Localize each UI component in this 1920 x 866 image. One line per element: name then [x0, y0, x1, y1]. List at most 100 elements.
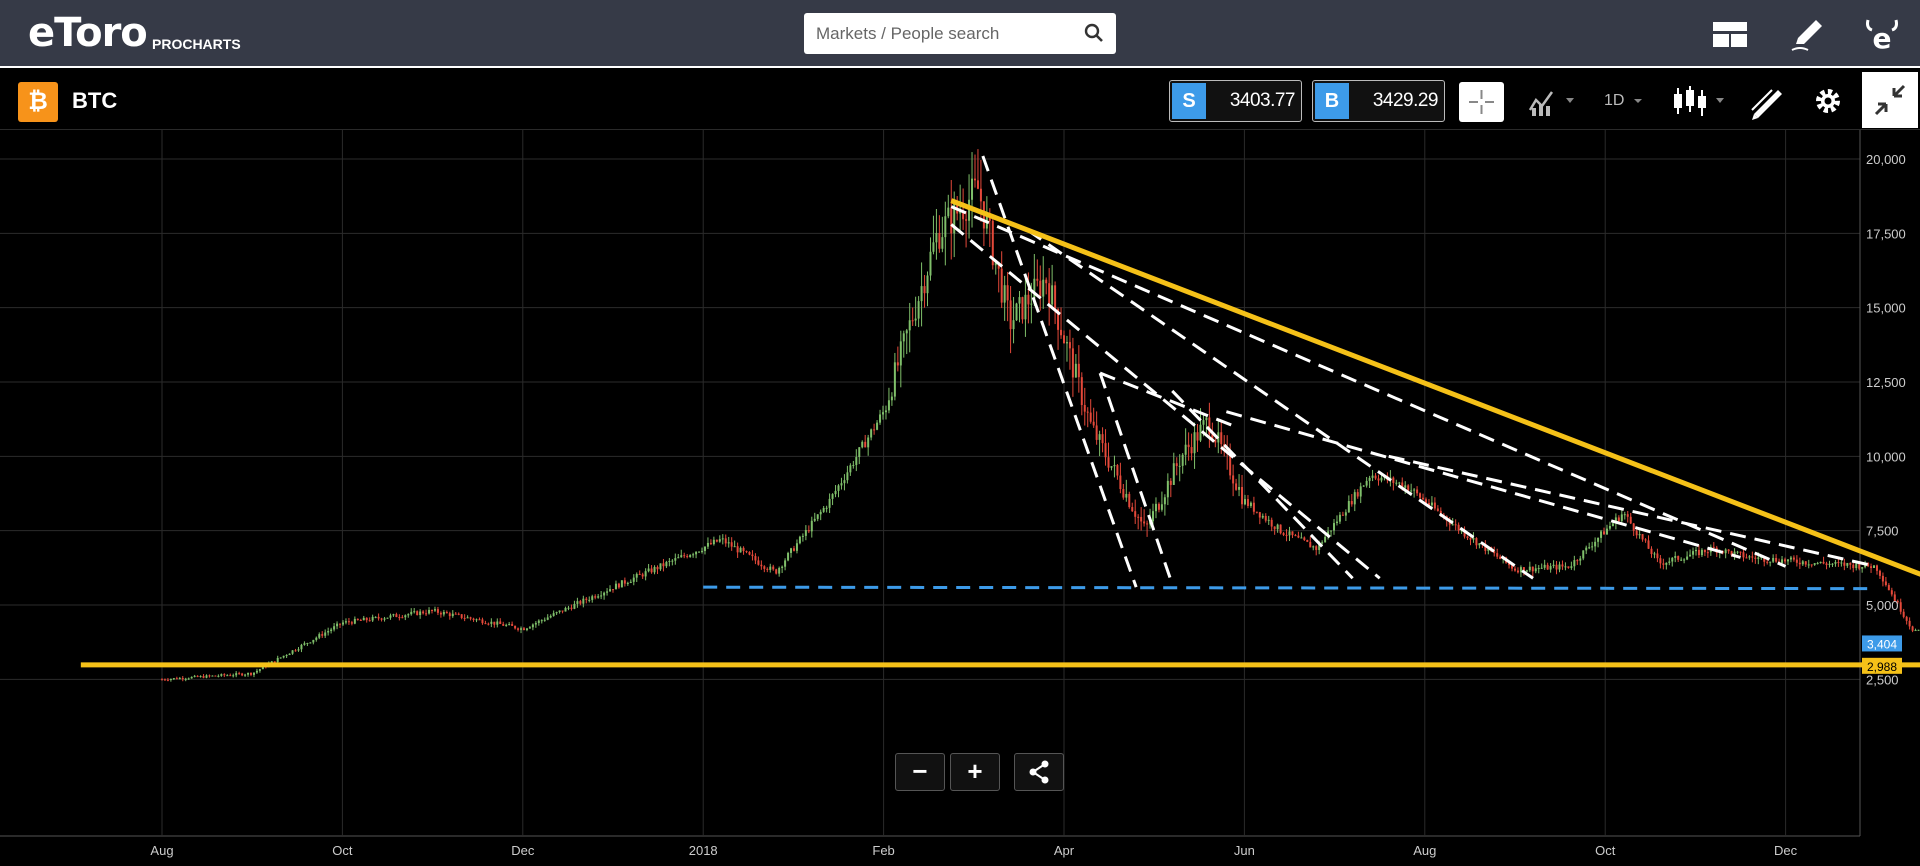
search-box[interactable] — [804, 13, 1116, 54]
candle — [594, 594, 597, 600]
candle-body — [1614, 517, 1617, 524]
share-button[interactable] — [1014, 753, 1064, 791]
last-price-marker: 3,404 — [1862, 635, 1902, 652]
etoro-profile-icon[interactable]: e — [1862, 14, 1902, 54]
candle-body — [656, 566, 659, 570]
candle — [336, 621, 339, 630]
candle-body — [902, 333, 905, 342]
buy-price-button[interactable]: B 3429.29 — [1312, 80, 1445, 122]
candle — [603, 591, 606, 600]
candle-body — [772, 566, 775, 570]
candle-body — [576, 601, 579, 604]
candle — [1341, 511, 1344, 516]
y-tick-label: 10,000 — [1866, 449, 1906, 464]
collapse-button[interactable] — [1862, 72, 1918, 128]
etoro-logo[interactable]: eToro — [28, 10, 148, 56]
candle — [813, 512, 816, 523]
price-chart[interactable]: AugOctDec2018FebAprJunAugOctDec2019Feb 2… — [0, 130, 1920, 866]
candle — [790, 547, 793, 558]
candle — [1060, 307, 1063, 339]
candle — [1484, 540, 1487, 555]
timeframe-label: 1D — [1604, 92, 1625, 109]
drawing-icon[interactable] — [1748, 80, 1788, 122]
candle-body — [570, 607, 573, 609]
candle — [834, 485, 837, 498]
timeframe-dropdown[interactable]: 1D — [1604, 80, 1650, 122]
candle-body — [193, 675, 196, 677]
candle-body — [1036, 278, 1039, 281]
candle-body — [1057, 309, 1060, 330]
candle-body — [1576, 560, 1579, 562]
candle — [1309, 536, 1312, 548]
candle — [1163, 494, 1166, 516]
candle — [668, 558, 671, 567]
search-input[interactable] — [816, 13, 1076, 54]
indicators-icon[interactable] — [1526, 80, 1578, 122]
candle-body — [1027, 294, 1030, 305]
y-tick-label: 2,500 — [1866, 672, 1899, 687]
y-tick-label: 5,000 — [1866, 598, 1899, 613]
candle-body — [377, 616, 380, 619]
candle-body — [1433, 502, 1436, 509]
candle — [597, 593, 600, 599]
zoom-in-button[interactable]: + — [950, 753, 1000, 791]
candle — [1516, 567, 1519, 574]
candle — [1131, 502, 1134, 513]
candlestick-icon[interactable] — [1670, 80, 1730, 122]
candle-body — [1000, 268, 1003, 303]
candle-body — [1674, 556, 1677, 558]
candle-body — [1878, 570, 1881, 576]
pencil-icon[interactable] — [1788, 14, 1828, 54]
candle-body — [890, 396, 893, 401]
candle — [1769, 561, 1772, 567]
crosshair-button[interactable] — [1459, 82, 1504, 122]
candle-body — [294, 650, 297, 652]
sell-price-button[interactable]: S 3403.77 — [1169, 80, 1302, 122]
candle — [994, 262, 997, 275]
candle-body — [1181, 454, 1184, 466]
candle-body — [1469, 538, 1472, 540]
gear-icon[interactable] — [1808, 80, 1848, 122]
candle-body — [852, 464, 855, 466]
candle-body — [398, 617, 401, 619]
candle-body — [1656, 553, 1659, 559]
candle-body — [843, 480, 846, 484]
candle-body — [1564, 566, 1567, 568]
candle — [1024, 275, 1027, 337]
candle — [911, 307, 914, 326]
candle — [1692, 547, 1695, 559]
collapse-icon — [1874, 84, 1906, 116]
candle-body — [1840, 562, 1843, 564]
candle-body — [514, 625, 517, 629]
candle-body — [1451, 524, 1454, 526]
candle — [576, 597, 579, 608]
candle-body — [941, 237, 944, 249]
candle-body — [1751, 556, 1754, 558]
candle-body — [718, 539, 721, 542]
candle — [1724, 548, 1727, 559]
candle-body — [549, 615, 552, 618]
candle — [1875, 564, 1878, 575]
candle — [1285, 529, 1288, 542]
search-icon[interactable] — [1084, 23, 1104, 43]
candle-body — [976, 180, 979, 189]
candle-body — [1466, 536, 1469, 539]
candle — [1324, 535, 1327, 543]
candle — [656, 565, 659, 575]
candle-body — [1220, 432, 1223, 445]
candle — [840, 477, 843, 490]
candle-body — [742, 547, 745, 552]
zoom-out-button[interactable]: − — [895, 753, 945, 791]
candle — [766, 567, 769, 573]
candle — [347, 617, 350, 625]
layout-icon[interactable] — [1710, 14, 1750, 54]
candle-body — [1914, 630, 1917, 632]
candle — [1819, 561, 1822, 564]
candle — [1807, 559, 1810, 569]
candle-body — [1413, 489, 1416, 491]
candle-body — [769, 566, 772, 570]
candle-body — [816, 514, 819, 519]
candle-body — [653, 566, 656, 573]
candle-body — [1828, 563, 1831, 566]
candle — [324, 629, 327, 639]
